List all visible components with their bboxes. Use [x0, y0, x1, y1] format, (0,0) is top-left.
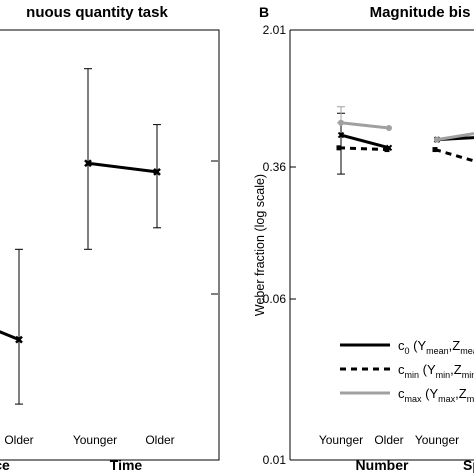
panel-b: B Magnitude bis 2.01 0.36 0.06 0.01 Webe… — [253, 4, 474, 473]
panel-b-letter: B — [259, 4, 269, 20]
series-line — [436, 132, 474, 142]
panel-b-ytick-label: 2.01 — [263, 23, 287, 37]
data-point-marker — [153, 168, 161, 176]
legend-entry: cmax (Ymax,Zm — [340, 386, 474, 404]
panel-b-ticks — [290, 29, 296, 461]
legend-label: cmax (Ymax,Zm — [398, 386, 474, 404]
panel-a-marks — [0, 68, 161, 405]
legend: c0 (Ymean,Zmea cmin (Ymin,Zmin cmax (Yma… — [340, 338, 474, 404]
panel-a-frame — [0, 29, 220, 461]
legend-entry: c0 (Ymean,Zmea — [340, 338, 474, 356]
legend-label: cmin (Ymin,Zmin — [398, 362, 474, 380]
series-line — [340, 121, 390, 130]
series-line — [0, 330, 20, 341]
panel-a-xtick-label: Older — [145, 433, 174, 447]
data-point-marker — [434, 136, 440, 143]
panel-b-xtick-label: Younger — [415, 433, 459, 447]
panel-b-group-label: Number — [356, 457, 409, 473]
data-point-marker — [386, 125, 392, 132]
series-line — [87, 161, 158, 174]
panel-b-group-label: Sp — [463, 457, 474, 473]
data-point-marker — [15, 335, 23, 344]
data-point-marker — [384, 147, 390, 153]
panel-a-title: nuous quantity task — [26, 4, 168, 21]
data-point-marker — [84, 159, 92, 168]
data-point-marker — [338, 119, 344, 126]
series-line — [338, 146, 388, 152]
data-point-marker — [336, 145, 342, 151]
panel-b-xtick-label: Younger — [319, 433, 363, 447]
panel-a-xtick-label: Older — [4, 433, 33, 447]
panel-a-xtick-label: Younger — [73, 433, 117, 447]
panel-a-group-label: Time — [110, 457, 143, 473]
data-point-marker — [432, 147, 438, 153]
panel-a: nuous quantity task Older Younger Older … — [0, 4, 220, 473]
data-point-marker — [337, 131, 345, 139]
legend-entry: cmin (Ymin,Zmin — [340, 362, 474, 380]
panel-b-ytick-label: 0.01 — [263, 453, 287, 467]
series-line — [434, 148, 474, 163]
legend-label: c0 (Ymean,Zmea — [398, 338, 474, 356]
panel-b-ylabel: Weber fraction (log scale) — [253, 174, 267, 316]
panel-b-xtick-label: Older — [374, 433, 403, 447]
panel-b-ytick-label: 0.06 — [263, 292, 287, 306]
panel-b-title: Magnitude bis — [370, 4, 471, 21]
series-line — [340, 133, 390, 150]
panel-b-marks — [336, 106, 474, 175]
panel-b-ytick-label: 0.36 — [263, 160, 287, 174]
panel-a-group-label: ce — [0, 457, 10, 473]
